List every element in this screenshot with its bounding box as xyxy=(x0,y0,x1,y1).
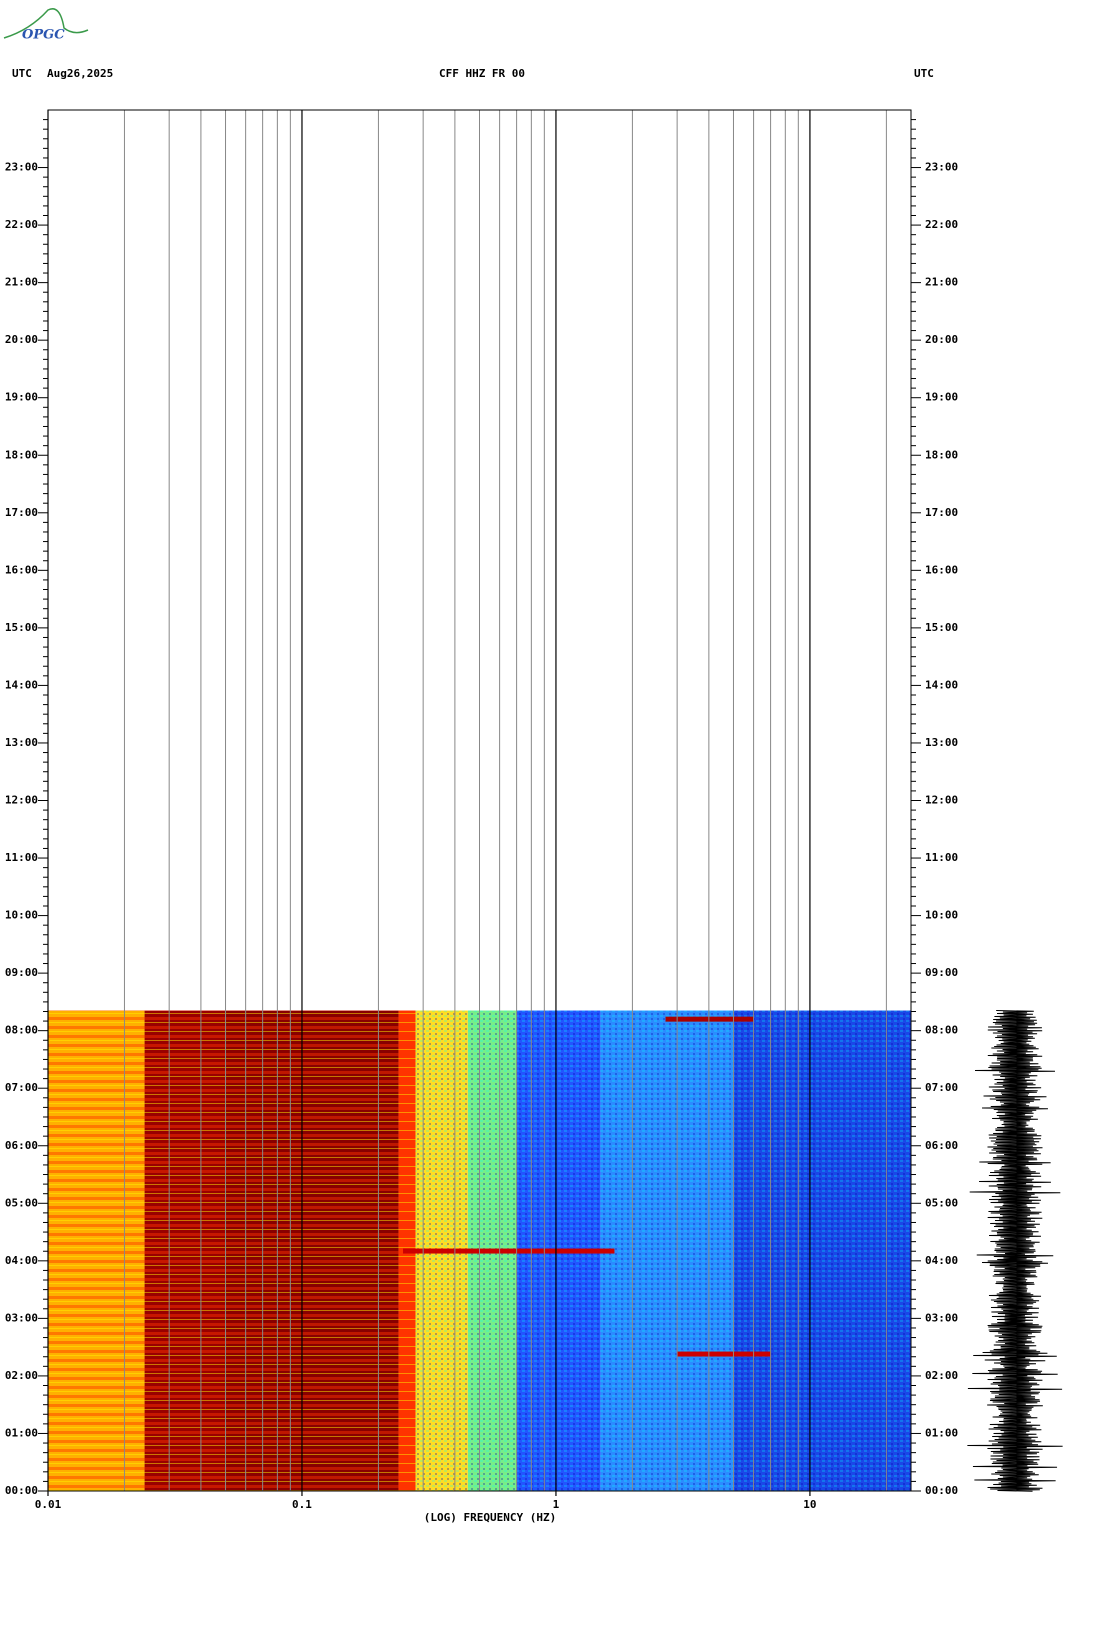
y-tick-label: 00:00 xyxy=(5,1484,38,1497)
x-tick-label: 0.1 xyxy=(292,1498,312,1511)
y-tick-label: 11:00 xyxy=(5,851,38,864)
y-tick-label-right: 09:00 xyxy=(925,966,958,979)
y-tick-label-right: 00:00 xyxy=(925,1484,958,1497)
event-streak xyxy=(677,1351,771,1357)
y-tick-label-right: 23:00 xyxy=(925,161,958,174)
logo: OPGC xyxy=(3,8,89,43)
y-tick-label-right: 22:00 xyxy=(925,218,958,231)
y-tick-label-right: 02:00 xyxy=(925,1369,958,1382)
y-tick-label: 19:00 xyxy=(5,391,38,404)
y-tick-label-right: 12:00 xyxy=(925,794,958,807)
seismogram-trace xyxy=(967,1010,1063,1492)
y-tick-label-right: 08:00 xyxy=(925,1024,958,1037)
y-tick-label-right: 19:00 xyxy=(925,391,958,404)
header-date: Aug26,2025 xyxy=(47,67,113,80)
event-streak xyxy=(403,1248,615,1254)
y-tick-label-right: 04:00 xyxy=(925,1254,958,1267)
y-tick-label-right: 10:00 xyxy=(925,909,958,922)
band-texture xyxy=(262,1010,399,1491)
x-tick-label: 10 xyxy=(803,1498,816,1511)
y-tick-label-right: 21:00 xyxy=(925,276,958,289)
y-tick-label-right: 11:00 xyxy=(925,851,958,864)
header-right: UTC xyxy=(914,67,934,80)
y-tick-label: 08:00 xyxy=(5,1024,38,1037)
chart-title: CFF HHZ FR 00 xyxy=(439,67,525,80)
y-tick-label-right: 07:00 xyxy=(925,1081,958,1094)
y-tick-label-right: 18:00 xyxy=(925,448,958,461)
y-tick-label: 15:00 xyxy=(5,621,38,634)
y-tick-label: 12:00 xyxy=(5,794,38,807)
y-tick-label: 20:00 xyxy=(5,333,38,346)
band-texture xyxy=(225,1010,263,1491)
y-tick-label: 16:00 xyxy=(5,563,38,576)
y-tick-label-right: 05:00 xyxy=(925,1196,958,1209)
x-tick-label: 0.01 xyxy=(35,1498,62,1511)
y-tick-label: 04:00 xyxy=(5,1254,38,1267)
y-tick-label: 13:00 xyxy=(5,736,38,749)
y-tick-label: 10:00 xyxy=(5,909,38,922)
y-tick-label-right: 17:00 xyxy=(925,506,958,519)
band-texture xyxy=(48,1010,145,1491)
y-tick-label: 22:00 xyxy=(5,218,38,231)
y-tick-label: 18:00 xyxy=(5,448,38,461)
band-texture xyxy=(600,1010,734,1491)
y-tick-label-right: 14:00 xyxy=(925,678,958,691)
band-texture xyxy=(144,1010,226,1491)
event-streak xyxy=(665,1016,754,1022)
y-tick-label: 17:00 xyxy=(5,506,38,519)
y-tick-label: 03:00 xyxy=(5,1311,38,1324)
header-left: UTC xyxy=(12,67,32,80)
y-tick-label: 07:00 xyxy=(5,1081,38,1094)
y-tick-label: 01:00 xyxy=(5,1426,38,1439)
y-tick-label-right: 16:00 xyxy=(925,563,958,576)
y-tick-label-right: 01:00 xyxy=(925,1426,958,1439)
y-tick-label: 06:00 xyxy=(5,1139,38,1152)
y-tick-label: 14:00 xyxy=(5,678,38,691)
y-tick-label: 05:00 xyxy=(5,1196,38,1209)
logo-text: OPGC xyxy=(22,28,65,43)
y-tick-label-right: 13:00 xyxy=(925,736,958,749)
y-tick-label: 09:00 xyxy=(5,966,38,979)
y-tick-label-right: 03:00 xyxy=(925,1311,958,1324)
y-tick-label: 23:00 xyxy=(5,161,38,174)
y-tick-label: 21:00 xyxy=(5,276,38,289)
y-tick-label-right: 06:00 xyxy=(925,1139,958,1152)
y-tick-label-right: 15:00 xyxy=(925,621,958,634)
band-texture xyxy=(733,1010,911,1491)
y-tick-label: 02:00 xyxy=(5,1369,38,1382)
x-axis-label: (LOG) FREQUENCY (HZ) xyxy=(424,1511,556,1524)
x-tick-label: 1 xyxy=(553,1498,560,1511)
y-tick-label-right: 20:00 xyxy=(925,333,958,346)
